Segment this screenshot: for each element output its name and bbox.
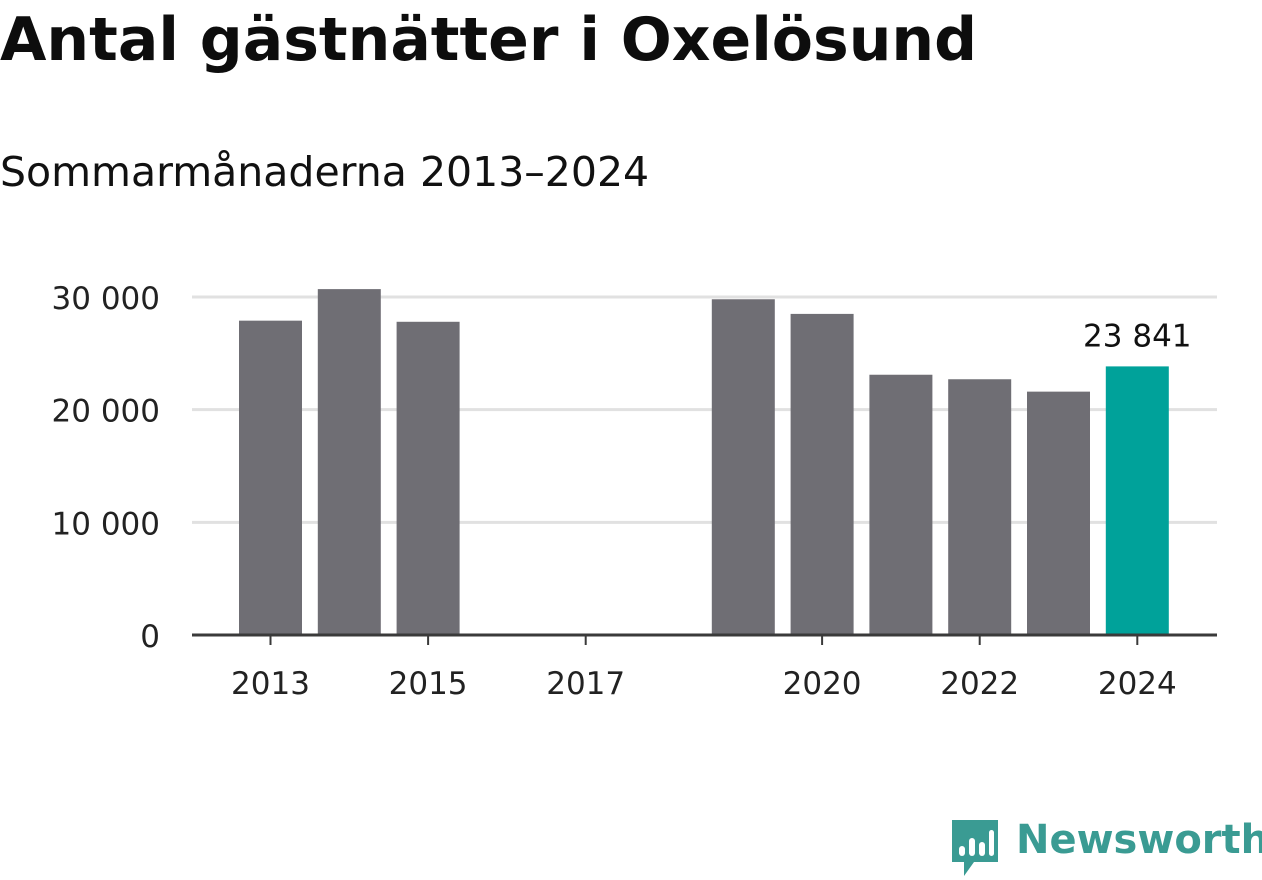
chart-title: Antal gästnätter i Oxelösund bbox=[0, 5, 978, 75]
bar bbox=[711, 299, 775, 635]
bar bbox=[396, 321, 460, 635]
brand-name: Newsworthy bbox=[1016, 817, 1262, 863]
labels: 0 10 000 20 000 30 000 2013 2015 2017 2020 2022 2… bbox=[52, 281, 1192, 702]
x-axis bbox=[192, 633, 1217, 645]
bar bbox=[948, 379, 1012, 635]
bar-highlight bbox=[1105, 366, 1169, 635]
bars bbox=[239, 289, 1169, 635]
bar bbox=[869, 374, 933, 635]
chart-subtitle: Sommarmånaderna 2013–2024 bbox=[0, 148, 650, 196]
y-tick-label: 30 000 bbox=[52, 281, 160, 317]
newsworthy-logo-icon bbox=[952, 820, 998, 876]
newsworthy-logo[interactable]: Newsworthy bbox=[950, 817, 1262, 880]
y-tick-label: 10 000 bbox=[52, 506, 160, 542]
data-label: 23 841 bbox=[1083, 318, 1191, 354]
x-tick-label: 2020 bbox=[783, 666, 862, 702]
x-tick-label: 2022 bbox=[940, 666, 1019, 702]
x-tick-label: 2024 bbox=[1098, 666, 1177, 702]
bar bbox=[317, 289, 381, 635]
x-tick-label: 2017 bbox=[546, 666, 625, 702]
bar bbox=[239, 320, 302, 635]
y-tick-label: 0 bbox=[140, 619, 160, 655]
x-tick-label: 2015 bbox=[389, 666, 468, 702]
bar bbox=[790, 313, 854, 635]
y-tick-label: 20 000 bbox=[52, 394, 160, 430]
x-tick-label: 2013 bbox=[231, 666, 310, 702]
bar bbox=[1027, 391, 1090, 635]
